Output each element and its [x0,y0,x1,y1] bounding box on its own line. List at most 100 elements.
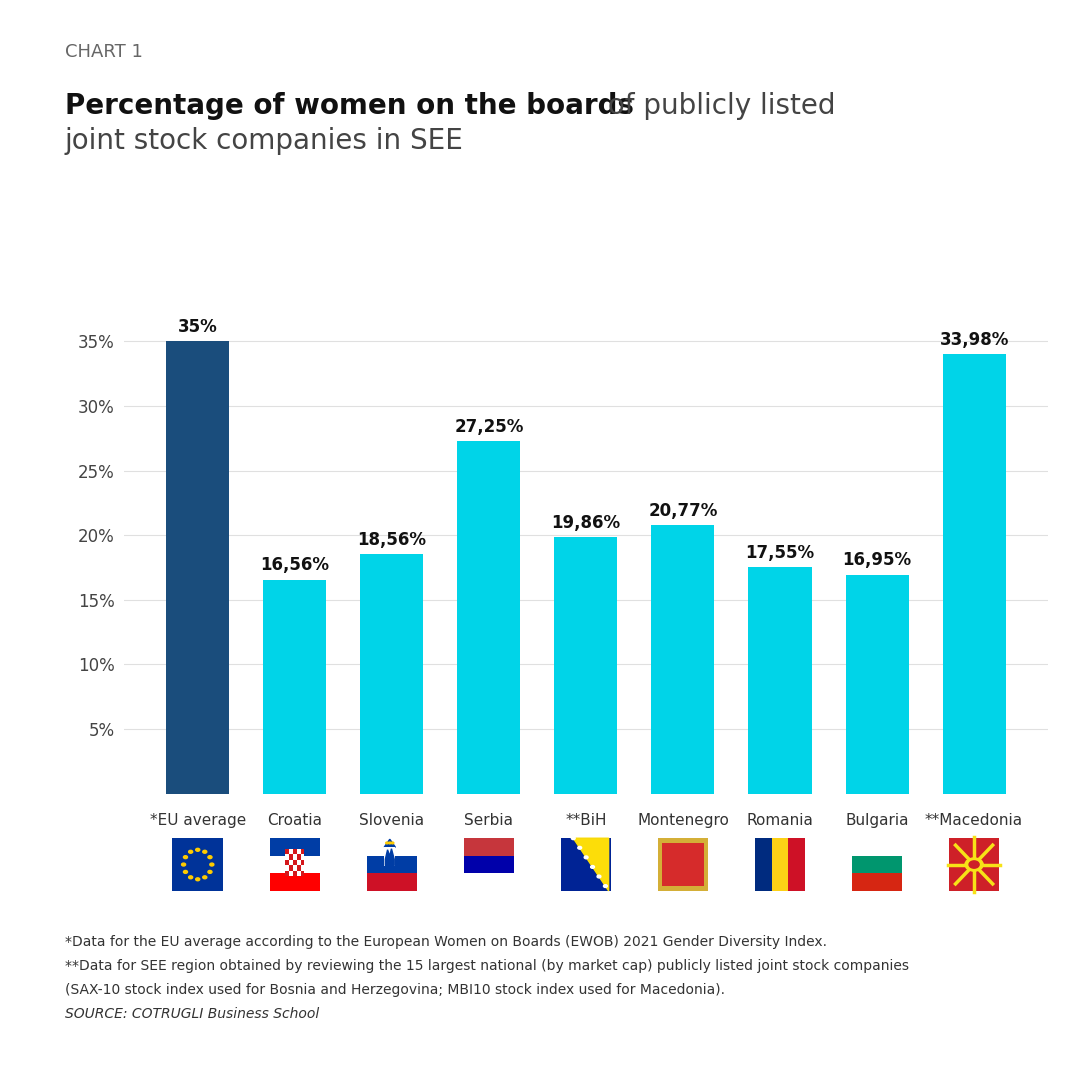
Bar [366,855,417,874]
Circle shape [386,842,389,843]
Text: Montenegro: Montenegro [637,813,729,828]
Text: 18,56%: 18,56% [357,530,427,549]
Bar [788,838,806,891]
Circle shape [195,848,200,851]
Circle shape [604,885,607,888]
Bar [457,442,521,794]
Bar [289,865,293,870]
Bar [852,855,902,874]
Bar [285,860,289,865]
Bar [300,854,305,860]
Circle shape [195,878,200,881]
Circle shape [591,865,594,868]
Text: 27,25%: 27,25% [455,418,524,436]
Circle shape [571,837,576,839]
Bar [755,838,771,891]
Bar [293,870,297,876]
Bar [293,860,297,865]
Bar [264,580,326,794]
Text: Serbia: Serbia [464,813,513,828]
Text: joint stock companies in SEE: joint stock companies in SEE [65,127,463,156]
Text: 33,98%: 33,98% [940,332,1009,349]
Text: (SAX-10 stock index used for Bosnia and Herzegovina; MBI10 stock index used for : (SAX-10 stock index used for Bosnia and … [65,983,725,997]
Polygon shape [384,839,395,847]
Bar [297,860,300,865]
Bar [846,575,908,794]
Text: **Data for SEE region obtained by reviewing the 15 largest national (by market c: **Data for SEE region obtained by review… [65,959,908,973]
Bar [173,838,222,891]
Bar [463,874,514,891]
Circle shape [389,842,391,843]
Bar [384,847,395,865]
Circle shape [203,876,206,879]
Bar [293,854,297,860]
Bar [289,854,293,860]
Bar [270,855,320,874]
Bar [166,341,229,794]
Text: 20,77%: 20,77% [648,502,717,521]
Bar [554,537,618,794]
Bar [297,865,300,870]
Circle shape [208,870,212,874]
Bar [289,870,293,876]
Bar [297,854,300,860]
Bar [748,567,811,794]
Text: *Data for the EU average according to the European Women on Boards (EWOB) 2021 G: *Data for the EU average according to th… [65,935,827,949]
Circle shape [391,842,394,843]
Bar [463,855,514,874]
Text: 35%: 35% [178,318,217,336]
Circle shape [189,850,192,853]
Text: 17,55%: 17,55% [745,543,814,562]
Bar [651,525,715,794]
Circle shape [578,847,582,849]
Text: 16,95%: 16,95% [842,552,912,569]
Text: Croatia: Croatia [267,813,322,828]
Bar [852,838,902,855]
Text: SOURCE: COTRUGLI Business School: SOURCE: COTRUGLI Business School [65,1007,319,1021]
Bar [293,865,297,870]
Bar [300,870,305,876]
Bar [297,870,300,876]
Bar [949,838,999,891]
Text: **BiH: **BiH [565,813,607,828]
Text: Slovenia: Slovenia [360,813,424,828]
Bar [270,874,320,891]
Bar [300,849,305,854]
Circle shape [184,870,188,874]
Circle shape [203,850,206,853]
Circle shape [208,855,212,859]
Bar [300,860,305,865]
Circle shape [210,863,214,866]
Text: Percentage of women on the boards: Percentage of women on the boards [65,92,634,120]
Bar [285,870,289,876]
Bar [289,849,293,854]
Bar [270,838,320,855]
Text: *EU average: *EU average [150,813,246,828]
Bar [366,838,417,855]
Bar [285,849,289,854]
Bar [366,874,417,891]
Text: of publicly listed: of publicly listed [599,92,836,120]
Bar [285,865,289,870]
Bar [289,860,293,865]
Bar [943,354,1005,794]
Polygon shape [386,849,394,865]
Circle shape [597,875,600,878]
Bar [463,838,514,855]
Circle shape [969,861,980,868]
Bar [771,838,788,891]
Text: Romania: Romania [746,813,813,828]
Circle shape [184,855,188,859]
Bar [297,849,300,854]
Bar [384,847,395,865]
Text: Bulgaria: Bulgaria [846,813,908,828]
Circle shape [189,876,192,879]
Polygon shape [573,838,609,891]
Bar [662,843,703,886]
Bar [300,865,305,870]
Text: CHART 1: CHART 1 [65,43,143,62]
Bar [285,854,289,860]
Bar [293,849,297,854]
Bar [361,554,423,794]
Bar [561,838,611,891]
